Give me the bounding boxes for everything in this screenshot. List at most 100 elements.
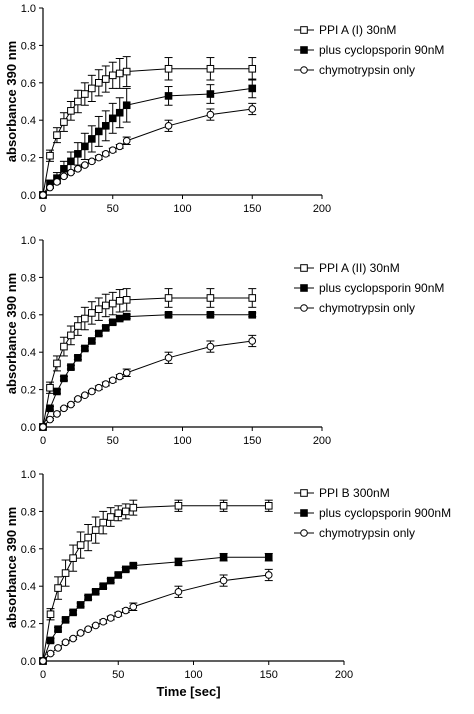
data-point	[248, 311, 257, 319]
series-1	[39, 56, 257, 199]
data-point	[60, 342, 68, 351]
legend-marker	[300, 66, 308, 74]
x-tick-label: 200	[335, 669, 353, 681]
data-point	[164, 122, 173, 130]
data-point	[248, 294, 257, 302]
series-line	[42, 574, 269, 662]
data-point	[67, 363, 75, 371]
y-tick-label: 0.4	[21, 581, 36, 593]
x-tick-label: 0	[40, 203, 46, 215]
data-point	[115, 142, 124, 151]
chart-panel-3: 0.0 0.2 0.4 0.6 0.8 1.0 0 50 100 150 200 absorbance…	[4, 469, 451, 699]
legend-marker	[300, 304, 308, 312]
data-point	[39, 657, 47, 665]
x-tick-label: 50	[107, 203, 119, 215]
data-point	[74, 395, 82, 403]
data-point	[106, 614, 115, 622]
y-tick-label: 0.4	[21, 115, 36, 127]
legend-item: chymotrypsin only	[294, 63, 415, 77]
y-tick-label: 1.0	[21, 469, 36, 481]
data-point	[39, 191, 47, 199]
data-point	[60, 118, 68, 126]
data-point	[164, 92, 173, 100]
data-point	[67, 107, 75, 115]
data-point	[264, 501, 273, 510]
legend-marker	[300, 264, 308, 272]
series-line	[42, 68, 253, 196]
legend-item: PPI A (II) 30nM	[294, 261, 400, 275]
data-point	[108, 299, 117, 308]
data-point	[88, 309, 96, 317]
y-axis-title: absorbance 390 nm	[4, 507, 19, 628]
data-point	[67, 157, 75, 166]
data-point	[206, 311, 215, 319]
y-tick-label: 1.0	[21, 235, 36, 247]
data-point	[95, 305, 103, 313]
legend-label: PPI B 300nM	[319, 486, 390, 500]
data-point	[76, 629, 85, 637]
series-3	[39, 334, 257, 431]
legend-item: plus cyclopsporin 900nM	[294, 506, 451, 520]
data-point	[115, 296, 124, 305]
data-point	[61, 638, 70, 647]
data-point	[108, 318, 117, 327]
series-2	[39, 311, 257, 431]
data-point	[101, 324, 110, 332]
data-point	[99, 518, 108, 527]
legend-label: chymotrypsin only	[319, 526, 415, 540]
data-point	[121, 507, 130, 516]
data-point	[264, 571, 273, 579]
data-point	[81, 344, 89, 353]
chart-panel-2: 0.0 0.2 0.4 0.6 0.8 1.0 0 50 100 150 200 absorbance…	[4, 235, 444, 447]
data-point	[88, 157, 96, 166]
chart-panel-1: 0.0 0.2 0.4 0.6 0.8 1.0 0 50 100 150 200 absorbance…	[4, 3, 444, 215]
data-point	[164, 354, 173, 362]
legend-label: plus cyclopsporin 90nM	[319, 281, 444, 295]
data-point	[248, 337, 257, 345]
x-tick-label: 100	[184, 669, 202, 681]
data-point	[115, 372, 124, 381]
data-point	[74, 150, 82, 158]
legend-label: chymotrypsin only	[319, 63, 415, 77]
data-point	[122, 368, 131, 377]
data-point	[174, 588, 183, 596]
data-point	[122, 101, 131, 110]
x-axis-title: Time [sec]	[156, 684, 220, 699]
data-point	[91, 588, 100, 596]
data-point	[84, 533, 92, 542]
series-3	[39, 102, 257, 199]
data-point	[115, 69, 124, 78]
data-point	[69, 554, 77, 562]
legend-item: plus cyclopsporin 90nM	[294, 43, 444, 57]
data-point	[121, 606, 130, 615]
data-point	[95, 383, 103, 392]
data-point	[95, 79, 103, 87]
y-tick-label: 0.2	[21, 619, 36, 631]
data-point	[129, 561, 138, 570]
legend-label: PPI A (II) 30nM	[319, 261, 400, 275]
series-line	[42, 340, 253, 428]
legend-item: chymotrypsin only	[294, 526, 415, 540]
series-3	[39, 568, 273, 665]
legend-marker	[300, 489, 308, 497]
legend-label: PPI A (I) 30nM	[319, 23, 396, 37]
data-point	[108, 71, 117, 80]
data-point	[122, 296, 131, 304]
data-point	[46, 383, 54, 392]
data-point	[46, 649, 55, 658]
data-point	[84, 625, 92, 634]
data-point	[74, 165, 82, 173]
y-tick-label: 0.0	[21, 422, 36, 434]
data-point	[53, 410, 61, 418]
data-point	[174, 501, 183, 510]
x-tick-label: 50	[107, 435, 119, 447]
data-point	[206, 294, 215, 302]
data-point	[164, 311, 173, 319]
legend-marker	[300, 284, 308, 292]
data-point	[60, 374, 68, 383]
data-point	[122, 136, 131, 145]
data-point	[248, 64, 257, 73]
data-point	[76, 601, 85, 609]
data-point	[248, 84, 257, 93]
